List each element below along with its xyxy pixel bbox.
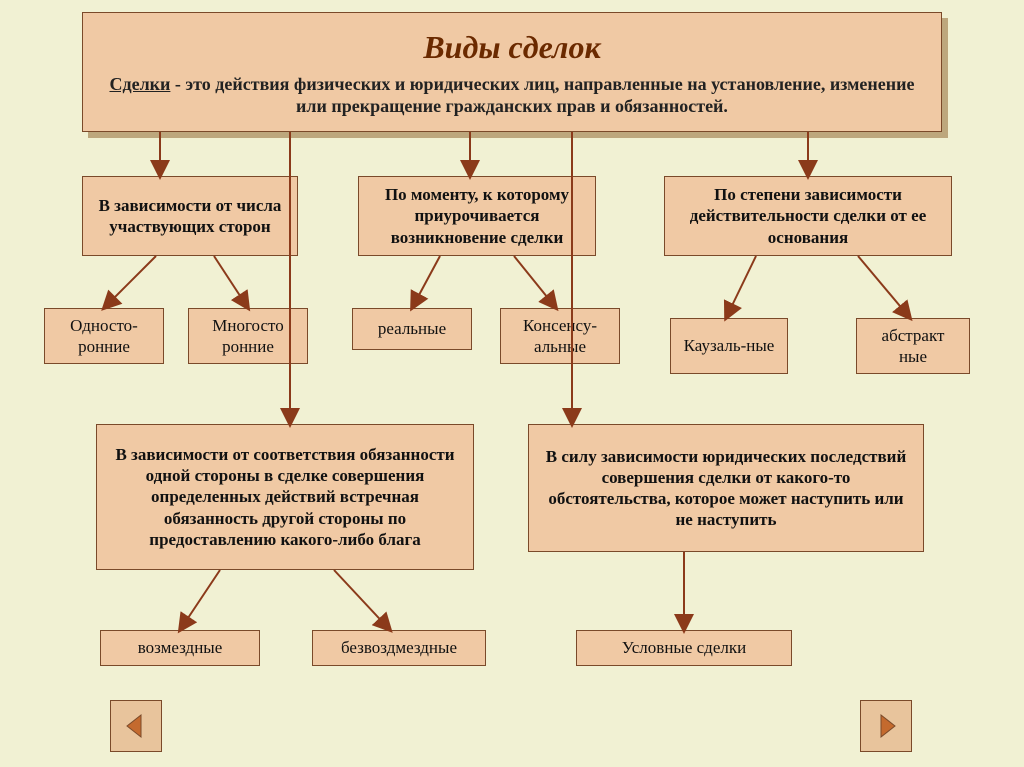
leaf-conditional-label: Условные сделки (622, 637, 746, 658)
diagram-title: Виды сделок (423, 27, 600, 67)
branch-parties: В зависимости от числа участвующих сторо… (82, 176, 298, 256)
leaf-real: реальные (352, 308, 472, 350)
leaf-consensual: Консенсу-альные (500, 308, 620, 364)
leaf-abstract: абстракт ные (856, 318, 970, 374)
branch-conditional-label: В силу зависимости юридических последств… (539, 446, 913, 531)
branch-moment-label: По моменту, к которому приурочивается во… (369, 184, 585, 248)
leaf-gratuitous-label: безвоздмездные (341, 637, 457, 658)
leaf-conditional: Условные сделки (576, 630, 792, 666)
leaf-real-label: реальные (378, 318, 446, 339)
leaf-abstract-label: абстракт ные (867, 325, 959, 368)
leaf-remunerative: возмездные (100, 630, 260, 666)
arrow-left-icon (121, 711, 151, 741)
leaf-unilateral: Односто-ронние (44, 308, 164, 364)
leaf-causal: Каузаль-ные (670, 318, 788, 374)
branch-parties-label: В зависимости от числа участвующих сторо… (93, 195, 287, 238)
branch-consideration: В зависимости от соответствия обязанност… (96, 424, 474, 570)
branch-conditional: В силу зависимости юридических последств… (528, 424, 924, 552)
branch-moment: По моменту, к которому приурочивается во… (358, 176, 596, 256)
header-box: Виды сделок Сделки - это действия физиче… (82, 12, 942, 132)
arrow-right-icon (871, 711, 901, 741)
next-button[interactable] (860, 700, 912, 752)
leaf-remunerative-label: возмездные (138, 637, 223, 658)
branch-basis: По степени зависимости действительности … (664, 176, 952, 256)
prev-button[interactable] (110, 700, 162, 752)
leaf-multilateral-label: Многосто ронние (199, 315, 297, 358)
subtitle-term: Сделки (109, 74, 170, 94)
branch-consideration-label: В зависимости от соответствия обязанност… (107, 444, 463, 550)
leaf-multilateral: Многосто ронние (188, 308, 308, 364)
branch-basis-label: По степени зависимости действительности … (675, 184, 941, 248)
leaf-causal-label: Каузаль-ные (684, 335, 775, 356)
leaf-unilateral-label: Односто-ронние (55, 315, 153, 358)
subtitle-rest: - это действия физических и юридических … (170, 74, 914, 117)
diagram-subtitle: Сделки - это действия физических и юриди… (93, 73, 931, 118)
leaf-gratuitous: безвоздмездные (312, 630, 486, 666)
leaf-consensual-label: Консенсу-альные (511, 315, 609, 358)
